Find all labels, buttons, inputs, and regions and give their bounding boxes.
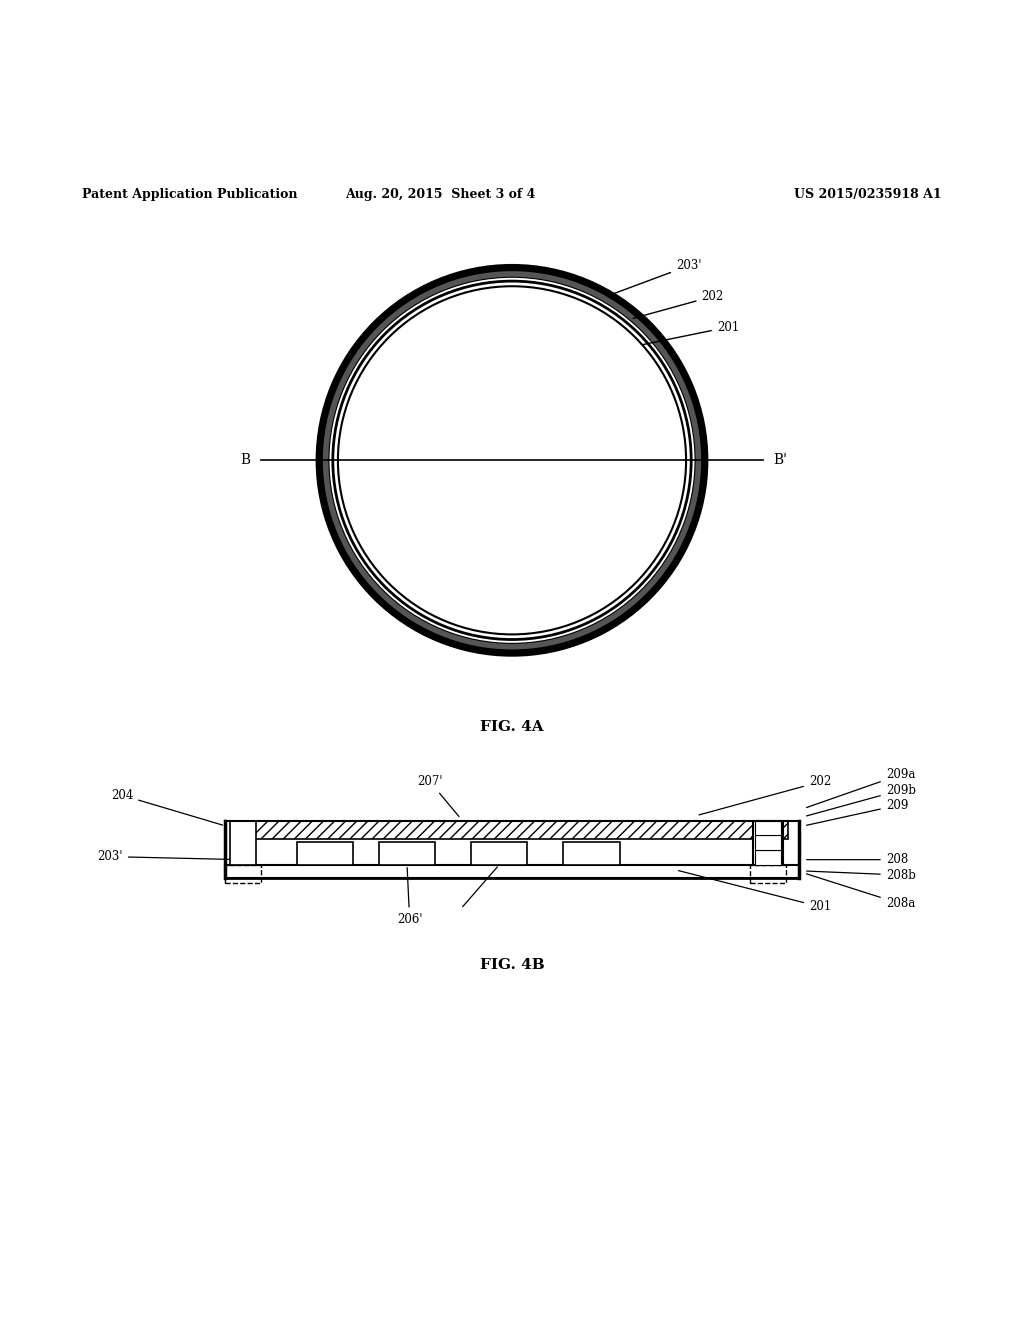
Text: 203': 203' [97,850,241,863]
Bar [753,821,783,865]
Text: 208b: 208b [807,869,915,882]
Text: US 2015/0235918 A1: US 2015/0235918 A1 [795,187,942,201]
Text: 208: 208 [807,853,908,866]
Bar [755,850,781,865]
Text: B: B [241,453,251,467]
Bar [225,865,799,878]
Text: 207': 207' [418,775,459,817]
Text: 201: 201 [679,871,831,913]
Text: FIG. 4B: FIG. 4B [479,958,545,972]
Bar [379,842,435,865]
Text: 202: 202 [699,775,831,814]
Bar [236,821,788,840]
Bar [471,842,527,865]
Text: 204: 204 [111,788,222,825]
Text: FIG. 4A: FIG. 4A [480,719,544,734]
Text: 201: 201 [643,321,739,345]
Bar [755,836,781,850]
Text: 208a: 208a [807,874,915,911]
Text: 209: 209 [807,799,908,825]
Text: 203': 203' [609,259,701,296]
Bar [230,821,256,865]
Text: 209b: 209b [807,784,915,816]
Text: Aug. 20, 2015  Sheet 3 of 4: Aug. 20, 2015 Sheet 3 of 4 [345,187,536,201]
Bar [755,821,781,836]
Text: 209a: 209a [807,768,915,808]
Text: B': B' [773,453,787,467]
Bar [563,842,620,865]
Text: Patent Application Publication: Patent Application Publication [82,187,297,201]
Text: 202: 202 [633,290,724,318]
Bar [297,842,353,865]
Text: 206': 206' [397,867,422,925]
